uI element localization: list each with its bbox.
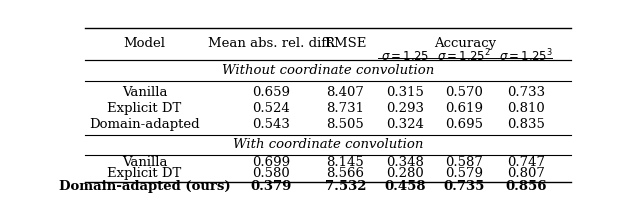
Text: 0.543: 0.543: [252, 118, 290, 131]
Text: 0.379: 0.379: [250, 180, 292, 193]
Text: Accuracy: Accuracy: [435, 38, 497, 50]
Text: 0.524: 0.524: [252, 102, 290, 115]
Text: Domain-adapted: Domain-adapted: [89, 118, 200, 131]
Text: 7.532: 7.532: [324, 180, 366, 193]
Text: 0.735: 0.735: [444, 180, 485, 193]
Text: $\sigma = 1.25^3$: $\sigma = 1.25^3$: [499, 48, 554, 65]
Text: 0.856: 0.856: [506, 180, 547, 193]
Text: Model: Model: [124, 38, 166, 50]
Text: $\sigma = 1.25^2$: $\sigma = 1.25^2$: [437, 48, 492, 65]
Text: 0.807: 0.807: [508, 167, 545, 180]
Text: With coordinate convolution: With coordinate convolution: [233, 138, 423, 152]
Text: Mean abs. rel. diff.: Mean abs. rel. diff.: [207, 38, 334, 50]
Text: 0.324: 0.324: [386, 118, 424, 131]
Text: Vanilla: Vanilla: [122, 156, 167, 169]
Text: 0.619: 0.619: [445, 102, 483, 115]
Text: 0.699: 0.699: [252, 156, 290, 169]
Text: 0.580: 0.580: [252, 167, 290, 180]
Text: 0.835: 0.835: [508, 118, 545, 131]
Text: 0.659: 0.659: [252, 86, 290, 99]
Text: Explicit DT: Explicit DT: [108, 167, 182, 180]
Text: 0.348: 0.348: [386, 156, 424, 169]
Text: 0.280: 0.280: [386, 167, 424, 180]
Text: 8.407: 8.407: [326, 86, 364, 99]
Text: RMSE: RMSE: [324, 38, 367, 50]
Text: 0.570: 0.570: [445, 86, 483, 99]
Text: 0.733: 0.733: [508, 86, 545, 99]
Text: $\sigma = 1.25$: $\sigma = 1.25$: [381, 50, 429, 63]
Text: Vanilla: Vanilla: [122, 86, 167, 99]
Text: 0.579: 0.579: [445, 167, 483, 180]
Text: 0.293: 0.293: [386, 102, 424, 115]
Text: 8.566: 8.566: [326, 167, 364, 180]
Text: 8.505: 8.505: [326, 118, 364, 131]
Text: Domain-adapted (ours): Domain-adapted (ours): [59, 180, 230, 193]
Text: Explicit DT: Explicit DT: [108, 102, 182, 115]
Text: 0.458: 0.458: [384, 180, 426, 193]
Text: 0.810: 0.810: [508, 102, 545, 115]
Text: 8.145: 8.145: [326, 156, 364, 169]
Text: 0.747: 0.747: [508, 156, 545, 169]
Text: 0.315: 0.315: [386, 86, 424, 99]
Text: 8.731: 8.731: [326, 102, 364, 115]
Text: 0.587: 0.587: [445, 156, 483, 169]
Text: 0.695: 0.695: [445, 118, 483, 131]
Text: Without coordinate convolution: Without coordinate convolution: [222, 64, 434, 77]
